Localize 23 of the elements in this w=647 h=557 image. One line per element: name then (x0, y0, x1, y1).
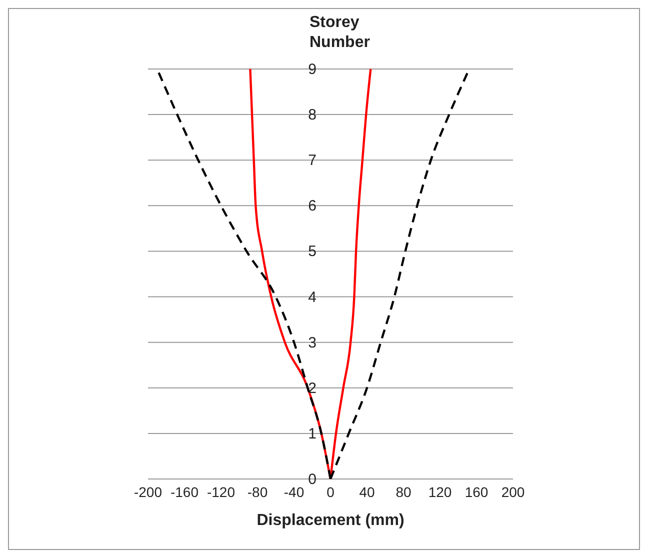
y-tick-label: 9 (308, 61, 316, 78)
x-tick-label: 40 (359, 484, 375, 500)
x-tick-label: -160 (170, 484, 199, 500)
x-tick-label: -200 (134, 484, 162, 500)
x-tick-label: 200 (501, 484, 525, 500)
x-tick-label: 80 (396, 484, 412, 500)
y-tick-label: 7 (308, 152, 316, 170)
y-tick-label: 1 (308, 425, 316, 442)
y-axis-title: Storey Number (310, 13, 371, 53)
y-tick-label: 4 (308, 288, 316, 306)
y-tick-label: 6 (308, 198, 316, 215)
y-tick-label: 3 (308, 334, 316, 352)
x-tick-label: 0 (326, 484, 335, 500)
x-tick-label: -80 (247, 484, 268, 500)
x-axis-title: Displacement (mm) (256, 512, 404, 529)
y-tick-label: 5 (308, 243, 316, 260)
x-tick-label: -40 (284, 484, 304, 500)
y-tick-label: 8 (308, 106, 316, 124)
x-tick-label: 160 (464, 484, 488, 500)
x-tick-label: -120 (206, 484, 236, 500)
x-tick-label: 120 (428, 484, 452, 500)
y-tick-label: 2 (308, 380, 316, 397)
y-tick-label: 0 (308, 471, 316, 488)
